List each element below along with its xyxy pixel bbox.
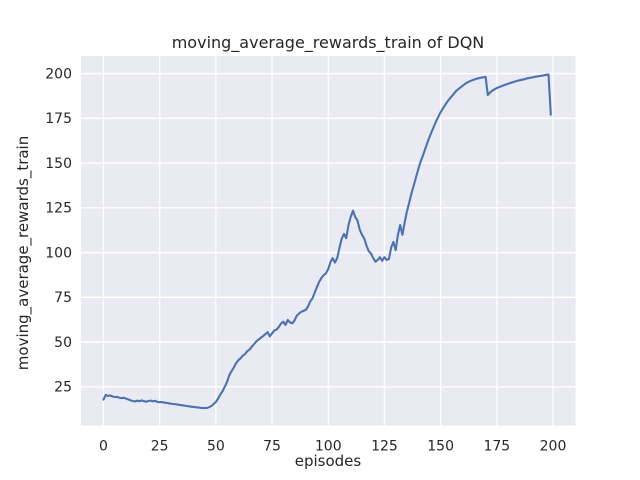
- chart-title: moving_average_rewards_train of DQN: [172, 33, 485, 53]
- y-axis-ticks: 25 50 75 100 125 150 175 200: [45, 66, 72, 395]
- x-axis-ticks: 0 25 50 75 100 125 150 175 200: [99, 439, 566, 455]
- y-tick-label: 150: [45, 156, 72, 172]
- y-tick-label: 100: [45, 245, 72, 261]
- x-tick-label: 200: [540, 439, 567, 455]
- y-axis-label: moving_average_rewards_train: [14, 136, 33, 370]
- x-tick-label: 150: [427, 439, 454, 455]
- grid: [81, 56, 576, 426]
- y-tick-label: 200: [45, 66, 72, 82]
- x-tick-label: 175: [483, 439, 510, 455]
- data-line-dqn: [102, 73, 552, 410]
- x-tick-label: 125: [371, 439, 398, 455]
- y-tick-label: 175: [45, 111, 72, 127]
- x-tick-label: 75: [263, 439, 281, 455]
- x-tick-label: 50: [207, 439, 225, 455]
- y-tick-label: 125: [45, 201, 72, 217]
- y-tick-label: 25: [54, 380, 72, 396]
- y-tick-label: 50: [54, 335, 72, 351]
- y-tick-label: 75: [54, 290, 72, 306]
- x-tick-label: 100: [315, 439, 342, 455]
- x-tick-label: 0: [99, 439, 108, 455]
- x-axis-label: episodes: [295, 452, 362, 470]
- x-tick-label: 25: [151, 439, 169, 455]
